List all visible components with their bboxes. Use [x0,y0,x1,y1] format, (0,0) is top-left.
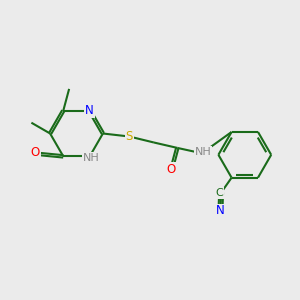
Text: NH: NH [194,147,211,157]
Text: O: O [166,163,175,176]
Text: S: S [126,130,133,143]
Text: N: N [85,104,94,117]
Text: O: O [31,146,40,159]
Text: NH: NH [83,153,100,163]
Text: C: C [216,188,224,198]
Text: N: N [215,205,224,218]
